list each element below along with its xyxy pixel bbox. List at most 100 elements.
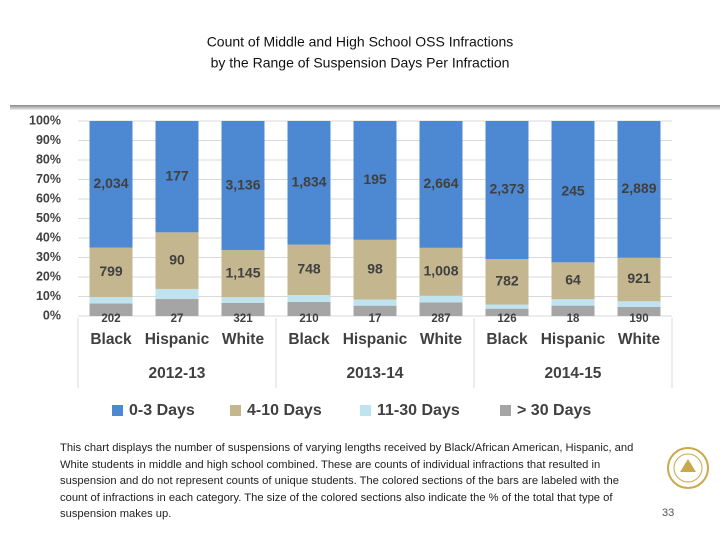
y-tick-label: 90% [36, 133, 61, 147]
data-label: 64 [565, 272, 581, 288]
y-tick-label: 70% [36, 172, 61, 186]
data-label: 17 [369, 313, 382, 325]
legend-label: 4-10 Days [247, 402, 322, 419]
bar-segment [353, 121, 397, 240]
data-label: 287 [431, 313, 450, 325]
y-tick-label: 0% [43, 308, 61, 322]
bar-segment [419, 302, 463, 316]
data-label: 782 [495, 272, 519, 288]
data-label: 748 [297, 261, 321, 277]
page-number: 33 [662, 507, 675, 519]
bar-segment [287, 301, 331, 316]
data-label: 2,373 [489, 181, 524, 197]
bar-segment [221, 121, 265, 251]
data-label: 202 [101, 313, 120, 325]
bar-segment [353, 299, 397, 306]
bar-segment [419, 295, 463, 303]
group-label: 2013-14 [347, 365, 404, 382]
bar-segment [617, 257, 661, 302]
x-tick-label: Black [90, 331, 132, 348]
data-label: 2,889 [621, 180, 656, 196]
data-label: 245 [561, 182, 585, 198]
legend-swatch [360, 405, 371, 416]
y-tick-label: 40% [36, 230, 61, 244]
legend-swatch [112, 405, 123, 416]
chart-title: Count of Middle and High School OSS Infr… [207, 34, 514, 50]
x-tick-label: White [618, 331, 661, 348]
data-label: 3,136 [225, 176, 260, 192]
bar-segment [89, 247, 133, 298]
x-tick-label: Black [288, 331, 330, 348]
bar-segment [551, 305, 595, 316]
bar-segment [89, 297, 133, 304]
data-label: 90 [169, 251, 185, 267]
legend-label: 11-30 Days [377, 402, 460, 419]
bar-segment [419, 121, 463, 248]
bar-segment [485, 304, 529, 309]
bar-segment [353, 239, 397, 300]
bar-segment [89, 121, 133, 248]
data-label: 921 [627, 270, 651, 286]
bar-segment [89, 303, 133, 316]
y-tick-label: 80% [36, 152, 61, 166]
y-tick-label: 20% [36, 269, 61, 283]
bar-segment [221, 302, 265, 316]
x-tick-label: Hispanic [541, 331, 606, 348]
x-tick-label: Black [486, 331, 528, 348]
legend-label: 0-3 Days [129, 402, 195, 419]
x-tick-label: Hispanic [343, 331, 408, 348]
data-label: 1,145 [225, 264, 260, 280]
bar-segment [287, 121, 331, 245]
bar-segment [287, 295, 331, 302]
bar-segment [485, 308, 529, 316]
x-tick-label: White [222, 331, 265, 348]
chart-title: by the Range of Suspension Days Per Infr… [211, 55, 510, 71]
legend-swatch [500, 405, 511, 416]
bar-segment [551, 299, 595, 306]
caption: This chart displays the number of suspen… [60, 442, 634, 520]
y-tick-label: 30% [36, 250, 61, 264]
data-label: 321 [233, 313, 253, 325]
data-label: 2,034 [93, 175, 128, 191]
bar-segment [551, 262, 595, 300]
x-tick-label: Hispanic [145, 331, 210, 348]
legend-swatch [230, 405, 241, 416]
bar-segment [155, 299, 199, 316]
legend-label: > 30 Days [517, 402, 591, 419]
group-label: 2014-15 [545, 365, 602, 382]
bar-segment [485, 121, 529, 260]
bar-segment [155, 232, 199, 289]
bar-segment [485, 259, 529, 305]
bar-segment [221, 297, 265, 303]
bar-segment [221, 250, 265, 298]
x-tick-label: White [420, 331, 463, 348]
bar-segment [287, 244, 331, 296]
bar-segment [353, 305, 397, 316]
y-tick-label: 10% [36, 289, 61, 303]
bar-segment [617, 307, 661, 316]
data-label: 18 [567, 313, 580, 325]
data-label: 1,834 [291, 174, 326, 190]
data-label: 1,008 [423, 263, 458, 279]
bar-segment [155, 288, 199, 300]
bar-segment [155, 121, 199, 233]
data-label: 799 [99, 263, 123, 279]
data-label: 210 [299, 313, 318, 325]
y-tick-label: 50% [36, 211, 61, 225]
bar-segment [617, 301, 661, 308]
bar-segment [419, 247, 463, 296]
divider-rule [10, 105, 720, 110]
data-label: 98 [367, 260, 383, 276]
bar-segment [551, 121, 595, 263]
logo [667, 447, 709, 489]
y-tick-label: 60% [36, 191, 61, 205]
data-label: 177 [165, 167, 189, 183]
data-label: 195 [363, 171, 387, 187]
group-label: 2012-13 [149, 365, 206, 382]
data-label: 27 [171, 313, 184, 325]
data-label: 126 [497, 313, 516, 325]
bar-segment [617, 121, 661, 258]
data-label: 2,664 [423, 175, 458, 191]
